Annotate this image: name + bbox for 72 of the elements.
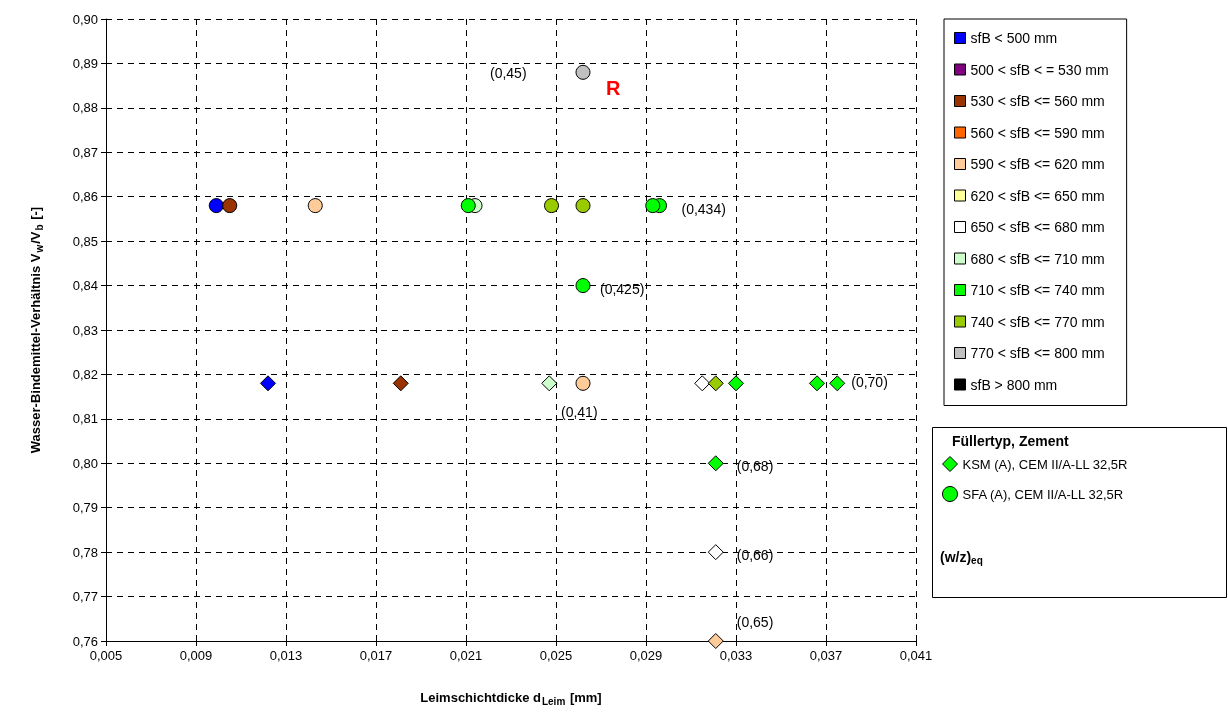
point — [260, 375, 276, 392]
text: (w/z)eq — [940, 549, 983, 566]
point — [707, 375, 724, 392]
point — [707, 633, 724, 649]
y-tick-label: 0,90 — [72, 11, 98, 27]
legend-label: sfB < 500 mm — [970, 30, 1058, 46]
point — [809, 375, 825, 392]
x-tick-label: 0,041 — [899, 648, 933, 663]
x-tick-label: 0,037 — [809, 648, 843, 663]
y-tick-label: 0,84 — [72, 278, 98, 294]
x-tick-label: 0,033 — [719, 648, 753, 663]
legend-label: 710 < sfB <= 740 mm — [970, 282, 1105, 298]
point — [728, 375, 744, 392]
x-tick-label: 0,013 — [269, 648, 303, 663]
y-tick-label: 0,85 — [72, 233, 98, 249]
y-tick-label: 0,82 — [72, 366, 98, 382]
y-tick-label: 0,83 — [72, 322, 98, 338]
y-tick-label: 0,77 — [72, 589, 98, 605]
point — [575, 278, 591, 294]
y-tick-label: 0,78 — [72, 544, 98, 560]
point — [645, 198, 661, 214]
point — [829, 375, 846, 392]
legend-label: 530 < sfB <= 560 mm — [970, 93, 1105, 109]
y-tick-label: 0,88 — [72, 100, 98, 116]
y-tick-label: 0,81 — [72, 411, 98, 427]
x-tick-label: 0,005 — [89, 648, 123, 663]
point — [541, 375, 558, 392]
y-tick-label: 0,86 — [72, 189, 98, 205]
point — [307, 198, 323, 214]
legend-label: 500 < sfB < = 530 mm — [970, 61, 1109, 78]
annotation: (0,70) — [851, 374, 888, 391]
legend-label: 620 < sfB <= 650 mm — [970, 187, 1105, 204]
y-tick-label: 0,87 — [72, 144, 98, 160]
y-tick-label: 0,76 — [72, 633, 98, 649]
point — [694, 375, 711, 392]
legend-label: SFA (A), CEM II/A-LL 32,5R — [962, 486, 1124, 502]
annotation: (0,68) — [736, 458, 774, 475]
point — [707, 455, 724, 472]
point — [208, 198, 224, 214]
point — [575, 198, 591, 214]
annotation: R — [606, 77, 621, 99]
legend-label: 560 < sfB <= 590 mm — [970, 124, 1105, 141]
y-tick-label: 0,89 — [72, 55, 98, 71]
point — [460, 198, 476, 214]
x-tick-label: 0,021 — [449, 648, 483, 663]
x-tick-label: 0,029 — [629, 648, 663, 663]
point — [707, 544, 724, 561]
x-tick-label: 0,009 — [179, 648, 213, 663]
annotation: (0,41) — [561, 404, 598, 421]
y-tick-label: 0,80 — [72, 455, 98, 471]
annotation: (0,66) — [736, 547, 774, 564]
y-tick-label: 0,79 — [72, 500, 98, 516]
annotation: (0,425) — [600, 280, 645, 297]
point — [392, 375, 409, 392]
y-axis-title: Wasser-Bindemittel-Verhältnis Vw/Vb [-] — [28, 206, 45, 454]
annotation: (0,65) — [736, 614, 774, 630]
legend-title: Füllertyp, Zement — [952, 433, 1070, 449]
legend-label: sfB > 800 mm — [970, 376, 1058, 393]
annotation: (0,434) — [681, 200, 726, 217]
legend-label: 590 < sfB <= 620 mm — [970, 156, 1105, 172]
x-tick-label: 0,025 — [539, 648, 573, 663]
legend-label: KSM (A), CEM II/A-LL 32,5R — [962, 456, 1128, 472]
annotation: (0,45) — [490, 65, 527, 81]
legend-label: 650 < sfB <= 680 mm — [970, 219, 1105, 235]
legend-label: 680 < sfB <= 710 mm — [970, 250, 1105, 267]
legend-label: 740 < sfB <= 770 mm — [970, 313, 1105, 330]
point — [575, 375, 591, 391]
point — [544, 198, 559, 214]
legend-label: 770 < sfB <= 800 mm — [970, 345, 1105, 361]
point — [575, 64, 591, 80]
point — [222, 198, 238, 214]
x-tick-label: 0,017 — [359, 648, 393, 663]
